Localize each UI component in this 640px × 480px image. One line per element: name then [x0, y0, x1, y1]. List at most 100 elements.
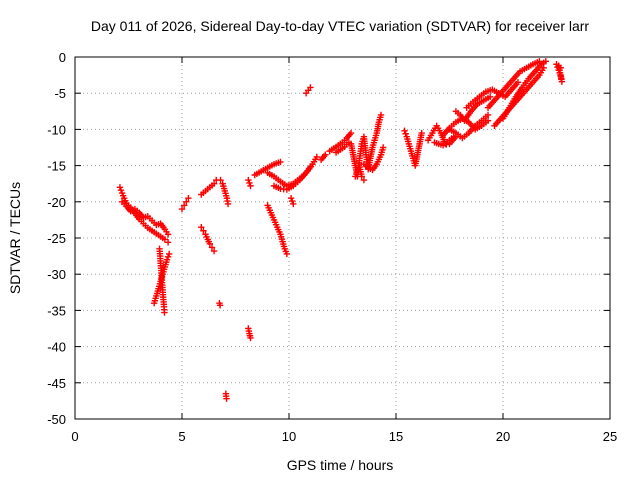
y-tick-label: -5: [54, 86, 66, 101]
series-arc_24: [360, 144, 387, 174]
data-point: [178, 205, 186, 213]
y-tick-label: -40: [47, 340, 66, 355]
y-tick-label: -10: [47, 122, 66, 137]
data-point: [210, 247, 218, 255]
data-point: [277, 158, 284, 166]
x-tick-label: 25: [603, 429, 617, 444]
data-point: [163, 256, 171, 263]
data-point: [117, 187, 125, 194]
data-point: [200, 227, 207, 234]
x-tick-label: 0: [71, 429, 78, 444]
data-point: [377, 111, 385, 119]
x-tick-label: 20: [496, 429, 510, 444]
data-point: [418, 129, 425, 137]
data-point: [289, 197, 296, 205]
series-arc_35: [553, 61, 566, 85]
data-point: [183, 198, 190, 205]
y-tick-label: -15: [47, 159, 66, 174]
series-arc_18: [302, 84, 314, 97]
data-point: [283, 250, 291, 258]
x-axis-label: GPS time / hours: [287, 457, 394, 473]
axis-layer: 0 5 10 15 20 25 0 -5 -10 -15 -20 -25 -30 -35 -40 -45 -50: [47, 50, 617, 444]
data-point: [313, 153, 321, 161]
series-arc_23: [352, 163, 368, 184]
data-point: [484, 117, 492, 124]
data-point: [223, 395, 230, 402]
series-arc_6: [198, 176, 220, 198]
data-point: [224, 200, 232, 208]
series-arc_29: [446, 111, 492, 142]
series-arc_25: [401, 127, 425, 169]
x-tick-label: 10: [282, 429, 296, 444]
series-arc_10: [222, 390, 230, 402]
data-point: [246, 179, 253, 187]
data-point: [542, 58, 549, 65]
data-point: [116, 184, 124, 191]
series-arc_11: [245, 325, 254, 342]
data-point: [439, 142, 447, 149]
series-arc_14: [264, 202, 291, 258]
series-arc_27: [431, 133, 460, 149]
data-points-layer: [116, 58, 566, 402]
data-point: [379, 144, 387, 151]
data-point: [164, 253, 172, 261]
data-point: [164, 231, 172, 238]
series-arc_21: [332, 139, 353, 156]
data-point: [185, 194, 192, 202]
data-point: [208, 244, 216, 251]
data-point: [484, 111, 492, 119]
series-arc_19: [317, 151, 329, 164]
data-point: [161, 309, 168, 316]
series-arc_9: [217, 176, 232, 208]
data-point: [247, 334, 254, 342]
series-arc_30: [452, 93, 494, 124]
data-point: [360, 176, 368, 184]
data-point: [290, 200, 297, 208]
x-tick-label: 15: [389, 429, 403, 444]
data-point: [161, 236, 169, 243]
y-tick-label: -35: [47, 303, 66, 318]
data-point: [401, 127, 408, 135]
series-arc_8: [216, 299, 224, 309]
y-tick-label: -20: [47, 195, 66, 210]
data-point: [358, 173, 365, 180]
data-point: [245, 176, 252, 184]
data-point: [217, 176, 224, 184]
series-arc_7: [198, 223, 218, 255]
x-tick-label: 5: [178, 429, 185, 444]
data-point: [165, 250, 173, 258]
data-point: [402, 130, 409, 137]
series-arc_2: [118, 198, 172, 238]
series-arc_17: [287, 194, 297, 208]
y-tick-label: -25: [47, 231, 66, 246]
data-point: [514, 79, 522, 86]
data-point: [206, 240, 214, 247]
data-point: [443, 141, 450, 148]
series-arc_34: [499, 58, 549, 122]
series-arc_5: [178, 194, 192, 213]
series-arc_16: [270, 153, 321, 193]
y-tick-label: -45: [47, 376, 66, 391]
data-point: [347, 129, 355, 137]
series-arc_12: [245, 176, 254, 190]
y-axis-label: SDTVAR / TECUs: [7, 182, 23, 294]
series-arc_13: [251, 158, 284, 179]
data-point: [247, 182, 254, 190]
chart-title: Day 011 of 2026, Sidereal Day-to-day VTE…: [91, 18, 590, 34]
series-arc_4: [156, 245, 168, 316]
y-tick-label: 0: [59, 50, 66, 65]
y-tick-label: -30: [47, 267, 66, 282]
y-tick-label: -50: [47, 412, 66, 427]
plot-frame: [74, 56, 611, 420]
data-point: [216, 302, 224, 309]
series-arc_20: [326, 129, 355, 155]
data-point: [486, 93, 494, 101]
grid-layer: [75, 57, 610, 419]
data-point: [287, 194, 295, 202]
data-point: [198, 223, 205, 231]
data-point: [164, 239, 172, 246]
series-arc_32: [484, 58, 543, 111]
data-point: [322, 151, 329, 158]
data-point: [180, 202, 188, 209]
